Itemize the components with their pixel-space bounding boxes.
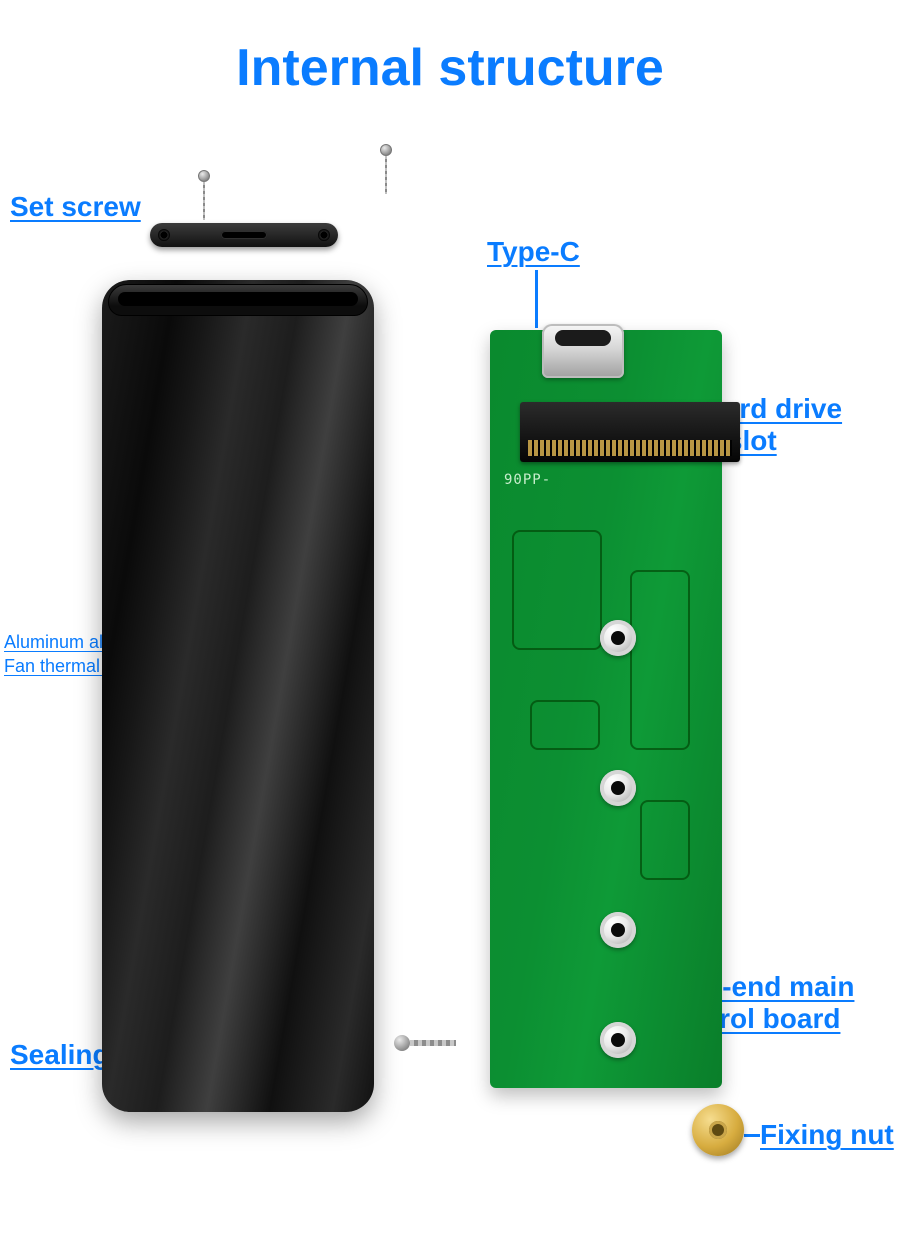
pcb-silkscreen-text: 90PP- — [504, 472, 551, 488]
label-set-screw: Set screw — [10, 190, 141, 224]
standoff-hole — [600, 620, 636, 656]
cover-plate — [150, 223, 338, 247]
side-screw — [394, 1036, 460, 1050]
title: Internal structure — [0, 38, 900, 98]
standoff-hole — [600, 770, 636, 806]
label-type-c: Type-C — [487, 235, 580, 269]
fixing-nut-icon — [692, 1104, 744, 1156]
standoff-hole — [600, 912, 636, 948]
leader-type-c — [535, 270, 538, 328]
aluminum-enclosure — [102, 280, 374, 1112]
set-screw-left — [198, 170, 210, 220]
set-screw-right — [380, 144, 392, 194]
usb-c-port-icon — [542, 324, 624, 378]
pcb-main-board: 90PP- — [490, 330, 722, 1088]
m2-card-slot-icon — [520, 402, 740, 462]
standoff-hole — [600, 1022, 636, 1058]
label-fixing-nut: Fixing nut — [760, 1118, 894, 1152]
leader-fixing-nut — [744, 1134, 760, 1137]
